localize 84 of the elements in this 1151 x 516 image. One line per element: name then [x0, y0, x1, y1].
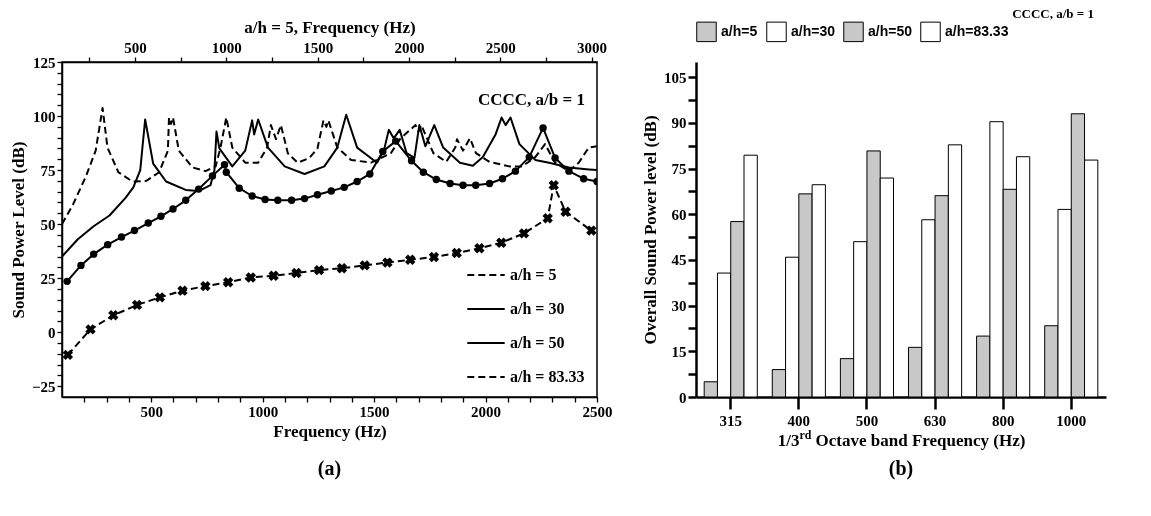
point — [235, 184, 243, 192]
x-tick-label: 630 — [923, 412, 947, 429]
point — [459, 181, 467, 189]
y-tick-label: 105 — [664, 69, 687, 86]
y-tick-label: 60 — [671, 206, 687, 223]
x-tick-label: 400 — [787, 412, 811, 429]
y-tick-label: 75 — [40, 162, 56, 179]
x-axis-title: Frequency (Hz) — [273, 421, 387, 441]
point — [432, 175, 440, 184]
x-tick-label: 1000 — [248, 403, 279, 420]
point — [248, 192, 256, 200]
point — [539, 124, 547, 132]
point — [446, 179, 454, 188]
point — [144, 219, 152, 227]
text: (b) — [888, 457, 914, 480]
legend-label: a/h=5 — [721, 22, 758, 39]
point — [169, 205, 177, 213]
point — [63, 277, 71, 286]
point — [300, 194, 309, 203]
legend-label: a/h = 83.33 — [510, 368, 585, 385]
legend-label: a/h=30 — [791, 22, 836, 39]
point — [182, 196, 190, 205]
y-tick-label: 30 — [671, 298, 687, 315]
x-axis-title: 1/3$^{rd}$ Octave band Frequency (Hz) — [777, 427, 1026, 450]
point — [551, 154, 559, 162]
point — [103, 240, 112, 249]
y-tick-label: 90 — [671, 115, 687, 132]
legend-label: a/h = 50 — [510, 334, 565, 351]
point — [327, 187, 335, 195]
x2-tick-label: 500 — [124, 39, 147, 56]
point — [472, 181, 480, 189]
x-tick-label: 2500 — [582, 403, 613, 420]
y-tick-label: 25 — [40, 270, 56, 287]
x-tick-label: 1500 — [359, 403, 390, 420]
y-tick-label: 15 — [671, 343, 687, 360]
point — [366, 170, 374, 178]
point — [117, 233, 126, 241]
x-tick-label: 1000 — [1056, 412, 1087, 429]
x-tick-label: 2000 — [471, 403, 502, 420]
point — [511, 167, 520, 175]
point — [485, 179, 494, 188]
legend-label: a/h = 5 — [510, 266, 557, 283]
point — [579, 175, 588, 183]
text: CCCC, a/b = 1 — [1012, 6, 1094, 21]
x-tick-label: 315 — [719, 412, 742, 429]
point — [340, 183, 348, 192]
point — [287, 196, 296, 205]
point — [274, 196, 282, 205]
point — [261, 195, 269, 204]
y-tick-label: −25 — [31, 378, 56, 395]
legend-label: a/h=50 — [868, 22, 913, 39]
y-tick-label: 100 — [33, 108, 56, 125]
x2-axis-title: a/h = 5, Frequency (Hz) — [244, 17, 416, 37]
point — [222, 168, 230, 176]
x2-tick-label: 1000 — [211, 39, 242, 56]
y-tick-label: 0 — [48, 324, 56, 341]
point — [419, 168, 428, 176]
point — [407, 157, 416, 165]
x2-tick-label: 2500 — [485, 39, 516, 56]
point — [498, 175, 507, 183]
y-tick-label: 125 — [33, 54, 56, 71]
y-axis-title: Sound Power Level (dB) — [8, 141, 28, 319]
text: (a) — [317, 457, 342, 480]
y-tick-label: 45 — [671, 252, 687, 269]
y-tick-label: 75 — [671, 161, 687, 178]
x2-tick-label: 1500 — [303, 39, 334, 56]
x-tick-label: 500 — [140, 403, 163, 420]
x-tick-label: 500 — [855, 412, 879, 429]
x2-tick-label: 2000 — [394, 39, 425, 56]
y-axis-title: Overall Sound Power level (dB) — [641, 115, 660, 345]
point — [77, 261, 85, 270]
point — [313, 191, 322, 199]
point — [220, 160, 229, 169]
y-tick-label: 50 — [40, 216, 56, 233]
point — [130, 226, 139, 235]
y-tick-label: 0 — [679, 389, 687, 406]
x2-tick-label: 3000 — [577, 39, 608, 56]
point — [353, 177, 361, 186]
legend-label: a/h=83.33 — [945, 22, 1009, 39]
annotation: CCCC, a/b = 1 — [478, 90, 585, 109]
point — [89, 250, 98, 258]
point — [157, 212, 165, 221]
legend-label: a/h = 30 — [510, 300, 565, 317]
x-tick-label: 800 — [991, 412, 1015, 429]
